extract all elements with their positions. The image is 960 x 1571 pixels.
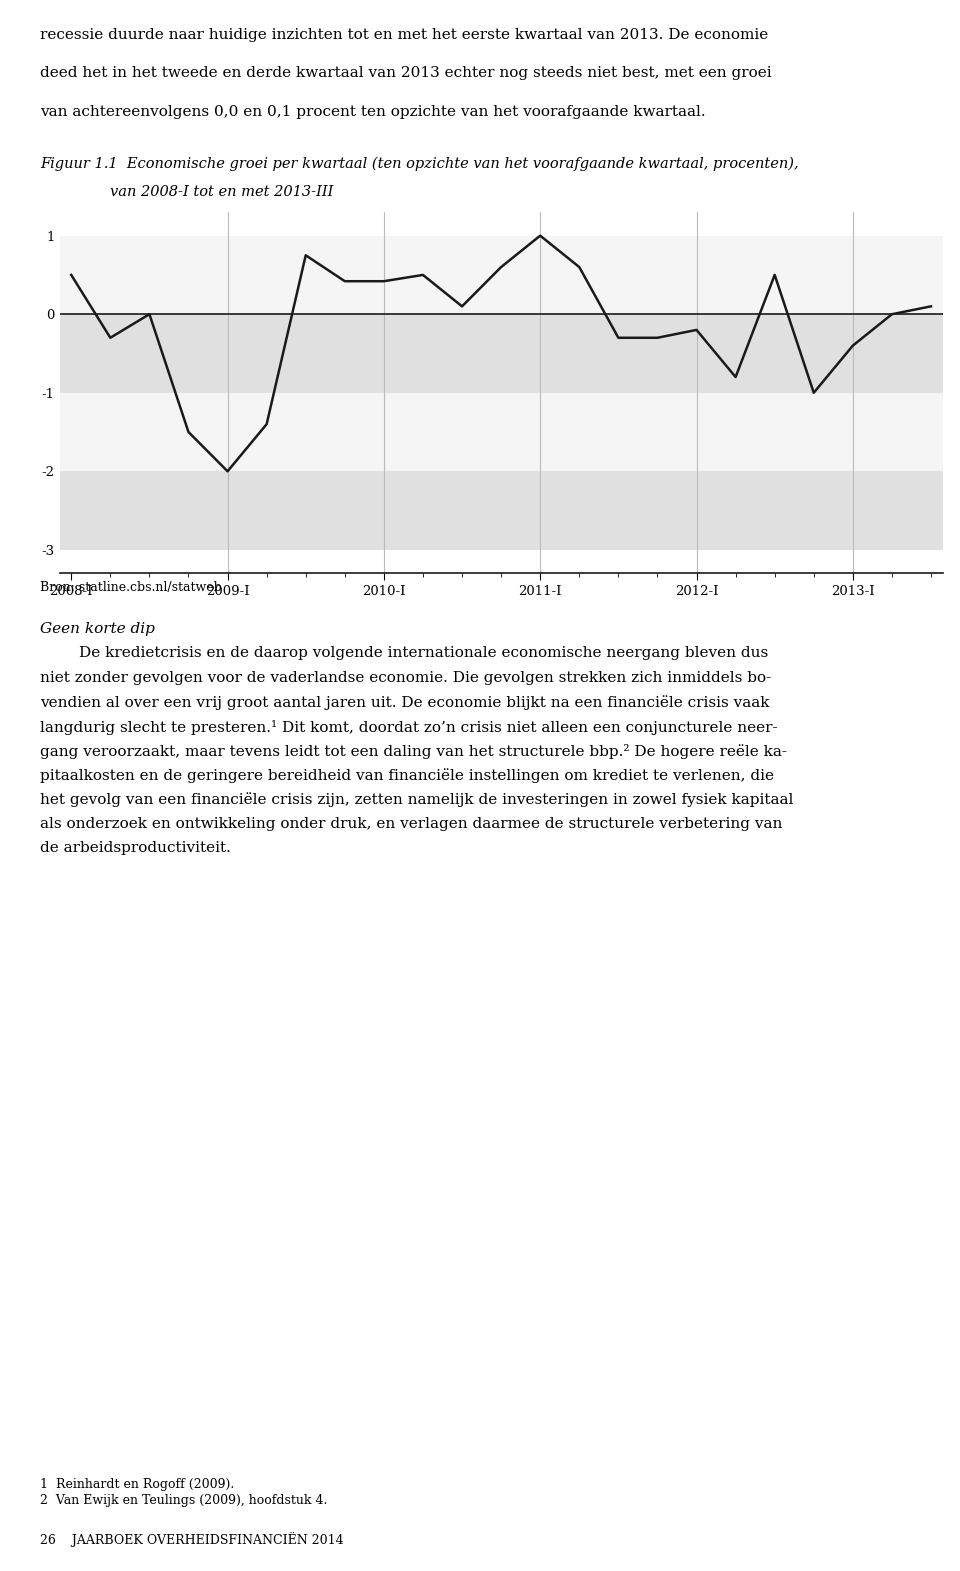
- Text: Figuur 1.1  Economische groei per kwartaal (ten opzichte van het voorafgaande kw: Figuur 1.1 Economische groei per kwartaa…: [40, 157, 799, 171]
- Text: 2  Van Ewijk en Teulings (2009), hoofdstuk 4.: 2 Van Ewijk en Teulings (2009), hoofdstu…: [40, 1494, 327, 1507]
- Text: 1  Reinhardt en Rogoff (2009).: 1 Reinhardt en Rogoff (2009).: [40, 1478, 234, 1491]
- Bar: [60, 314, 943, 393]
- Text: recessie duurde naar huidige inzichten tot en met het eerste kwartaal van 2013. : recessie duurde naar huidige inzichten t…: [40, 28, 769, 42]
- Text: de arbeidsproductiviteit.: de arbeidsproductiviteit.: [40, 842, 231, 855]
- Text: niet zonder gevolgen voor de vaderlandse economie. Die gevolgen strekken zich in: niet zonder gevolgen voor de vaderlandse…: [40, 671, 772, 685]
- Text: van achtereenvolgens 0,0 en 0,1 procent ten opzichte van het voorafgaande kwarta: van achtereenvolgens 0,0 en 0,1 procent …: [40, 105, 706, 119]
- Text: gang veroorzaakt, maar tevens leidt tot een daling van het structurele bbp.² De : gang veroorzaakt, maar tevens leidt tot …: [40, 745, 787, 759]
- Text: vendien al over een vrij groot aantal jaren uit. De economie blijkt na een finan: vendien al over een vrij groot aantal ja…: [40, 694, 770, 710]
- Bar: [60, 236, 943, 314]
- Text: 26    JAARBOEK OVERHEIDSFINANCIËN 2014: 26 JAARBOEK OVERHEIDSFINANCIËN 2014: [40, 1532, 344, 1547]
- Text: het gevolg van een financiële crisis zijn, zetten namelijk de investeringen in : het gevolg van een financiële crisis zi…: [40, 793, 794, 807]
- Text: van 2008-I tot en met 2013-III: van 2008-I tot en met 2013-III: [110, 185, 334, 200]
- Text: deed het in het tweede en derde kwartaal van 2013 echter nog steeds niet best, m: deed het in het tweede en derde kwartaal…: [40, 66, 772, 80]
- Bar: [60, 471, 943, 550]
- Text: pitaalkosten en de geringere bereidheid van financiële instellingen om krediet : pitaalkosten en de geringere bereidheid …: [40, 768, 775, 782]
- Text: langdurig slecht te presteren.¹ Dit komt, doordat zo’n crisis niet alleen een co: langdurig slecht te presteren.¹ Dit komt…: [40, 720, 778, 735]
- Text: De kredietcrisis en de daarop volgende internationale economische neergang bleve: De kredietcrisis en de daarop volgende i…: [79, 647, 768, 660]
- Text: Geen korte dip: Geen korte dip: [40, 622, 156, 636]
- Text: als onderzoek en ontwikkeling onder druk, en verlagen daarmee de structurele ver: als onderzoek en ontwikkeling onder druk…: [40, 817, 782, 831]
- Bar: [60, 393, 943, 471]
- Text: Bron: statline.cbs.nl/statweb: Bron: statline.cbs.nl/statweb: [40, 581, 222, 594]
